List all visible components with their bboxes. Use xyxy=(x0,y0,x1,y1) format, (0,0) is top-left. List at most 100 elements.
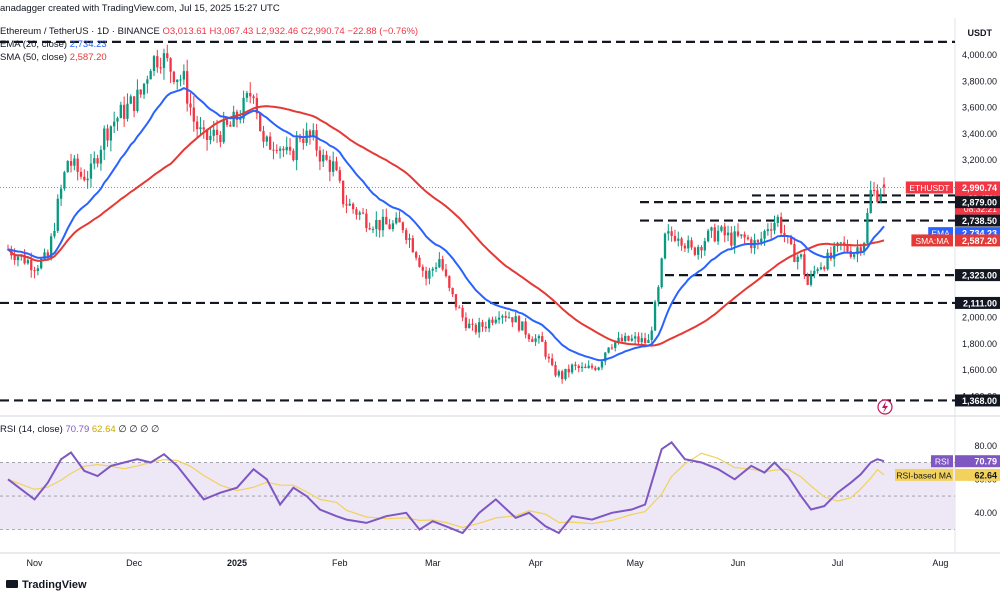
candle-body[interactable] xyxy=(637,336,640,343)
candle-body[interactable] xyxy=(199,127,202,130)
candle-body[interactable] xyxy=(487,319,491,329)
candle-body[interactable] xyxy=(604,352,607,362)
candle-body[interactable] xyxy=(587,365,590,369)
candle-body[interactable] xyxy=(179,79,182,81)
candle-body[interactable] xyxy=(713,227,716,242)
candle-body[interactable] xyxy=(285,146,288,151)
candle-body[interactable] xyxy=(869,190,872,213)
candle-body[interactable] xyxy=(268,136,272,150)
candle-body[interactable] xyxy=(36,268,40,271)
candle-body[interactable] xyxy=(282,148,285,151)
candle-body[interactable] xyxy=(600,361,604,368)
candle-body[interactable] xyxy=(617,337,620,343)
candle-body[interactable] xyxy=(620,337,624,342)
candle-body[interactable] xyxy=(255,98,259,114)
candle-body[interactable] xyxy=(441,259,444,270)
candle-body[interactable] xyxy=(577,365,580,369)
candle-body[interactable] xyxy=(647,339,650,344)
candle-body[interactable] xyxy=(773,222,776,231)
candle-body[interactable] xyxy=(481,322,484,327)
candle-body[interactable] xyxy=(720,226,723,231)
candle-body[interactable] xyxy=(544,341,547,357)
ema-20-line[interactable] xyxy=(7,86,885,362)
candle-body[interactable] xyxy=(653,301,657,331)
candle-body[interactable] xyxy=(411,238,414,253)
candle-body[interactable] xyxy=(551,358,554,366)
candle-body[interactable] xyxy=(395,217,398,224)
candle-body[interactable] xyxy=(584,366,587,369)
candle-body[interactable] xyxy=(132,96,136,111)
candle-body[interactable] xyxy=(461,307,464,318)
candle-body[interactable] xyxy=(458,307,461,309)
candle-body[interactable] xyxy=(169,58,172,72)
candle-body[interactable] xyxy=(16,256,20,261)
candle-body[interactable] xyxy=(262,131,265,142)
candle-body[interactable] xyxy=(26,260,30,264)
candle-body[interactable] xyxy=(829,252,833,259)
candle-body[interactable] xyxy=(76,158,79,172)
candle-body[interactable] xyxy=(79,171,83,177)
candle-body[interactable] xyxy=(325,154,328,160)
candle-body[interactable] xyxy=(166,53,169,59)
candle-body[interactable] xyxy=(703,241,706,251)
candle-body[interactable] xyxy=(225,119,229,125)
candle-body[interactable] xyxy=(245,93,249,98)
candle-body[interactable] xyxy=(361,212,365,214)
candle-body[interactable] xyxy=(113,121,116,127)
candle-body[interactable] xyxy=(687,240,690,249)
candle-body[interactable] xyxy=(73,158,76,166)
candle-body[interactable] xyxy=(862,243,866,252)
candle-body[interactable] xyxy=(149,70,152,80)
candle-body[interactable] xyxy=(716,230,720,242)
rsi-legend[interactable]: RSI (14, close) 70.79 62.64 ∅ ∅ ∅ ∅ xyxy=(0,424,159,435)
candle-body[interactable] xyxy=(700,247,703,251)
candle-body[interactable] xyxy=(318,150,322,162)
candle-body[interactable] xyxy=(843,242,846,244)
candle-body[interactable] xyxy=(122,104,126,119)
candle-body[interactable] xyxy=(723,226,726,236)
candle-body[interactable] xyxy=(302,138,305,143)
candle-body[interactable] xyxy=(650,330,653,340)
candle-body[interactable] xyxy=(265,136,268,142)
candle-body[interactable] xyxy=(872,190,876,192)
candle-body[interactable] xyxy=(468,323,471,329)
candle-body[interactable] xyxy=(355,209,358,215)
candle-body[interactable] xyxy=(806,274,809,285)
candle-body[interactable] xyxy=(438,259,441,268)
candle-body[interactable] xyxy=(421,266,424,271)
candle-body[interactable] xyxy=(630,338,633,341)
candle-body[interactable] xyxy=(643,338,647,344)
candle-body[interactable] xyxy=(574,364,577,366)
candle-body[interactable] xyxy=(365,213,368,229)
candle-body[interactable] xyxy=(401,222,405,231)
candle-body[interactable] xyxy=(109,126,113,141)
candle-body[interactable] xyxy=(229,124,232,127)
candle-body[interactable] xyxy=(760,238,763,243)
candle-body[interactable] xyxy=(129,96,132,104)
candle-body[interactable] xyxy=(501,315,504,318)
candle-body[interactable] xyxy=(212,129,215,136)
candle-body[interactable] xyxy=(670,231,673,236)
candle-body[interactable] xyxy=(288,146,292,151)
candle-body[interactable] xyxy=(511,317,514,323)
candle-body[interactable] xyxy=(89,163,93,179)
candle-body[interactable] xyxy=(259,113,262,132)
candle-body[interactable] xyxy=(119,104,122,119)
candle-body[interactable] xyxy=(249,93,252,97)
candle-body[interactable] xyxy=(159,67,162,69)
candle-body[interactable] xyxy=(710,227,713,231)
candle-body[interactable] xyxy=(534,338,537,342)
candle-body[interactable] xyxy=(809,274,813,285)
candle-body[interactable] xyxy=(93,158,96,164)
candle-body[interactable] xyxy=(833,246,836,259)
candle-body[interactable] xyxy=(597,367,600,370)
candle-body[interactable] xyxy=(594,367,597,370)
candle-body[interactable] xyxy=(859,247,862,252)
candle-body[interactable] xyxy=(232,111,235,127)
candle-body[interactable] xyxy=(424,270,428,279)
candle-body[interactable] xyxy=(428,270,431,279)
candle-body[interactable] xyxy=(405,230,408,240)
candle-body[interactable] xyxy=(126,103,129,119)
candle-body[interactable] xyxy=(176,79,179,83)
